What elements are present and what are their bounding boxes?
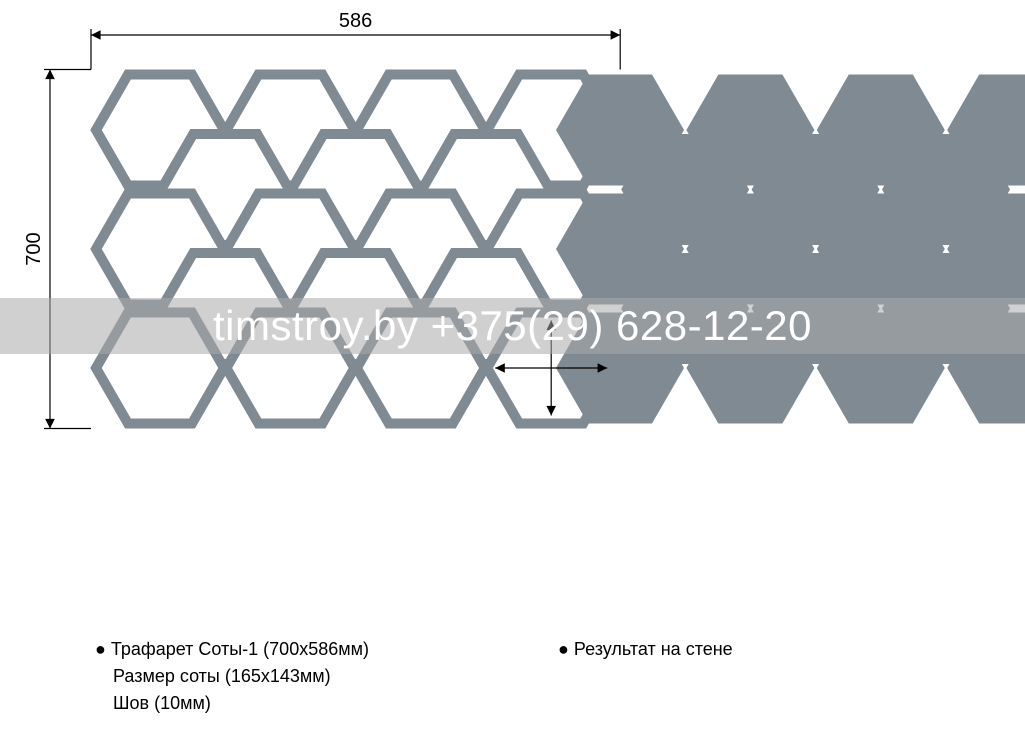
dim-width-label: 586 (339, 10, 372, 32)
caption-left-line-3: Шов (10мм) (95, 690, 369, 717)
caption-right: Результат на стене (558, 636, 733, 663)
technical-diagram: 586 700 (0, 0, 1025, 732)
caption-left-line-2: Размер соты (165х143мм) (95, 663, 369, 690)
wall-result-grid (556, 75, 1025, 424)
dim-height-label: 700 (23, 232, 45, 265)
caption-left-line-1: Трафарет Соты-1 (700х586мм) (95, 636, 369, 663)
caption-right-text: Результат на стене (558, 636, 733, 663)
caption-left: Трафарет Соты-1 (700х586мм) Размер соты … (95, 636, 369, 717)
stencil-outline-grid (96, 75, 615, 424)
